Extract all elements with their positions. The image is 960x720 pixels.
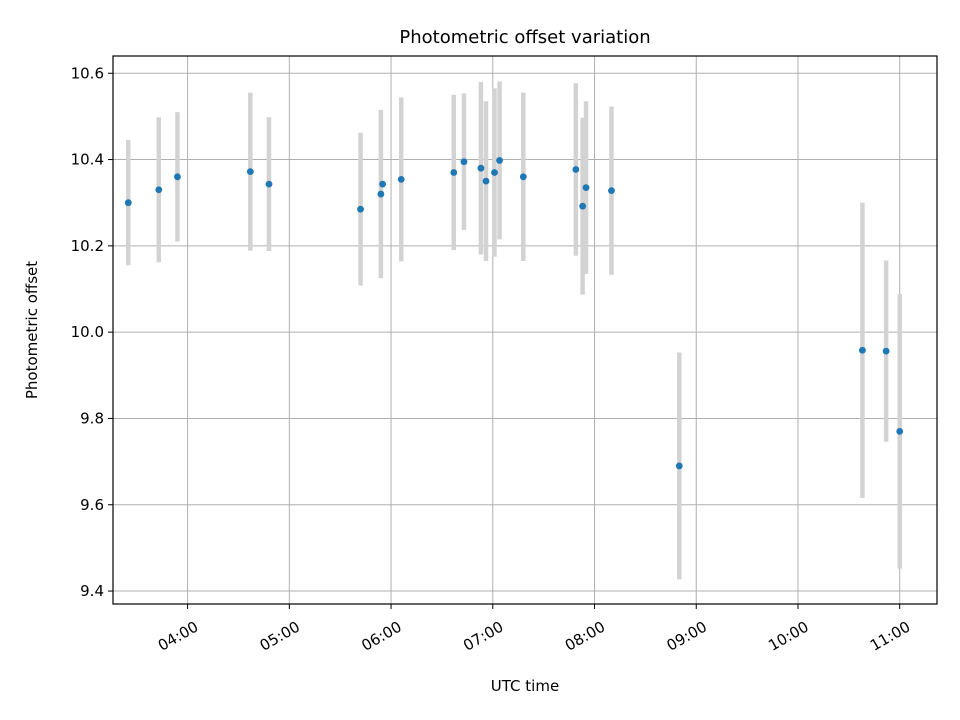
y-axis: 9.4 9.6 9.8 10.0 10.2 10.4 10.6 [71,64,113,600]
data-point [450,169,458,176]
data-point [460,158,468,166]
y-tick-label: 10.6 [71,64,104,82]
data-points [124,157,904,470]
data-point [357,205,364,213]
chart-title: Photometric offset variation [399,27,650,48]
y-tick-label: 9.4 [80,582,104,600]
data-point [482,177,490,185]
y-tick-label: 9.6 [80,496,104,514]
plot-frame [112,55,938,605]
data-point [572,166,580,173]
y-tick-label: 9.8 [80,409,104,427]
data-point [675,462,683,470]
data-point [491,169,498,176]
y-tick-label: 10.2 [71,237,104,255]
data-point [174,173,181,181]
data-point [496,157,503,164]
data-point [477,164,485,172]
data-point [579,202,587,210]
y-axis-label: Photometric offset [23,261,41,399]
y-tick-label: 10.0 [71,323,104,341]
data-point [582,184,590,192]
data-point [155,186,163,194]
data-point [896,428,904,435]
data-point [858,346,866,354]
data-point [246,168,254,176]
data-point [882,347,890,355]
data-point [124,199,132,207]
data-point [265,180,273,188]
data-point [377,190,385,198]
x-axis-label: UTC time [491,677,559,695]
data-point [608,187,615,195]
y-tick-label: 10.4 [71,151,104,169]
data-point [379,180,386,188]
data-point [397,176,405,183]
data-point [519,173,527,181]
